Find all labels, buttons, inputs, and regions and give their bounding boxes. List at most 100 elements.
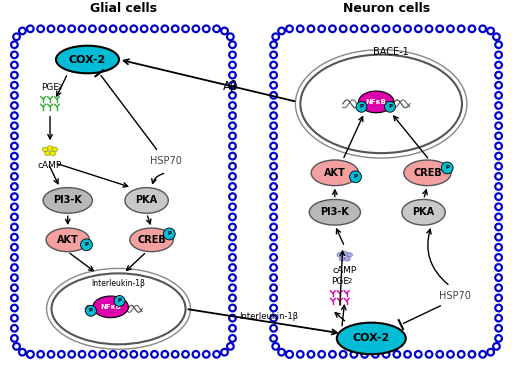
Circle shape [285, 25, 294, 33]
Circle shape [228, 172, 237, 181]
Circle shape [230, 53, 234, 57]
Circle shape [486, 348, 495, 356]
Ellipse shape [311, 160, 358, 186]
Circle shape [467, 25, 476, 33]
Circle shape [496, 205, 501, 209]
Circle shape [488, 29, 493, 33]
Circle shape [496, 306, 501, 310]
Circle shape [494, 131, 503, 140]
Circle shape [12, 245, 16, 250]
Circle shape [12, 113, 16, 118]
Circle shape [496, 235, 501, 239]
Circle shape [12, 93, 16, 98]
Circle shape [269, 192, 278, 201]
Circle shape [181, 350, 190, 359]
Ellipse shape [402, 199, 445, 225]
Circle shape [271, 93, 276, 98]
Circle shape [142, 27, 146, 31]
Circle shape [230, 306, 234, 310]
Circle shape [496, 326, 501, 330]
Circle shape [163, 228, 175, 240]
Circle shape [80, 239, 92, 251]
Circle shape [381, 350, 391, 359]
Circle shape [494, 60, 503, 70]
Circle shape [78, 25, 87, 33]
Circle shape [494, 121, 503, 130]
Text: Neuron cells: Neuron cells [343, 2, 430, 15]
Circle shape [10, 121, 19, 130]
Text: HSP70: HSP70 [439, 291, 471, 301]
Circle shape [319, 27, 324, 31]
Ellipse shape [45, 151, 50, 156]
Circle shape [49, 352, 53, 356]
Circle shape [492, 32, 501, 41]
Circle shape [18, 348, 27, 356]
Circle shape [269, 81, 278, 90]
Circle shape [20, 29, 25, 33]
Circle shape [403, 350, 412, 359]
Circle shape [228, 111, 237, 120]
Circle shape [78, 350, 87, 359]
Circle shape [496, 316, 501, 320]
Circle shape [416, 27, 420, 31]
Circle shape [414, 350, 423, 359]
Circle shape [438, 27, 442, 31]
Text: P: P [445, 165, 449, 171]
Circle shape [10, 172, 19, 181]
Circle shape [362, 27, 367, 31]
Circle shape [173, 352, 177, 356]
Circle shape [496, 276, 501, 280]
Circle shape [28, 352, 33, 356]
Circle shape [271, 154, 276, 158]
Circle shape [406, 27, 410, 31]
Circle shape [317, 25, 326, 33]
Circle shape [230, 276, 234, 280]
Circle shape [319, 352, 324, 356]
Circle shape [26, 350, 35, 359]
Circle shape [424, 25, 434, 33]
Circle shape [427, 27, 431, 31]
Circle shape [100, 27, 105, 31]
Circle shape [494, 303, 503, 313]
Circle shape [416, 352, 420, 356]
Circle shape [230, 255, 234, 259]
Ellipse shape [347, 253, 352, 257]
Circle shape [12, 154, 16, 158]
Circle shape [90, 352, 95, 356]
Text: COX-2: COX-2 [69, 55, 106, 64]
Ellipse shape [56, 46, 119, 73]
Circle shape [10, 81, 19, 90]
Circle shape [269, 212, 278, 221]
Circle shape [12, 53, 16, 57]
Circle shape [449, 352, 453, 356]
Circle shape [271, 265, 276, 270]
Circle shape [496, 113, 501, 118]
Circle shape [285, 350, 294, 359]
Circle shape [381, 25, 391, 33]
Circle shape [496, 134, 501, 138]
Circle shape [271, 205, 276, 209]
Circle shape [280, 350, 284, 354]
Circle shape [10, 303, 19, 313]
Circle shape [222, 350, 227, 354]
Circle shape [132, 352, 136, 356]
Circle shape [36, 25, 45, 33]
Circle shape [271, 134, 276, 138]
Circle shape [435, 25, 444, 33]
Circle shape [38, 27, 43, 31]
Ellipse shape [46, 228, 90, 252]
Circle shape [271, 225, 276, 229]
Circle shape [12, 42, 16, 47]
Circle shape [350, 25, 358, 33]
Circle shape [371, 25, 380, 33]
Circle shape [269, 273, 278, 282]
Circle shape [271, 144, 276, 148]
Circle shape [80, 27, 84, 31]
Circle shape [269, 71, 278, 79]
Circle shape [163, 27, 167, 31]
Circle shape [494, 212, 503, 221]
Circle shape [10, 142, 19, 150]
Circle shape [280, 29, 284, 33]
Circle shape [494, 324, 503, 333]
Circle shape [38, 352, 43, 356]
